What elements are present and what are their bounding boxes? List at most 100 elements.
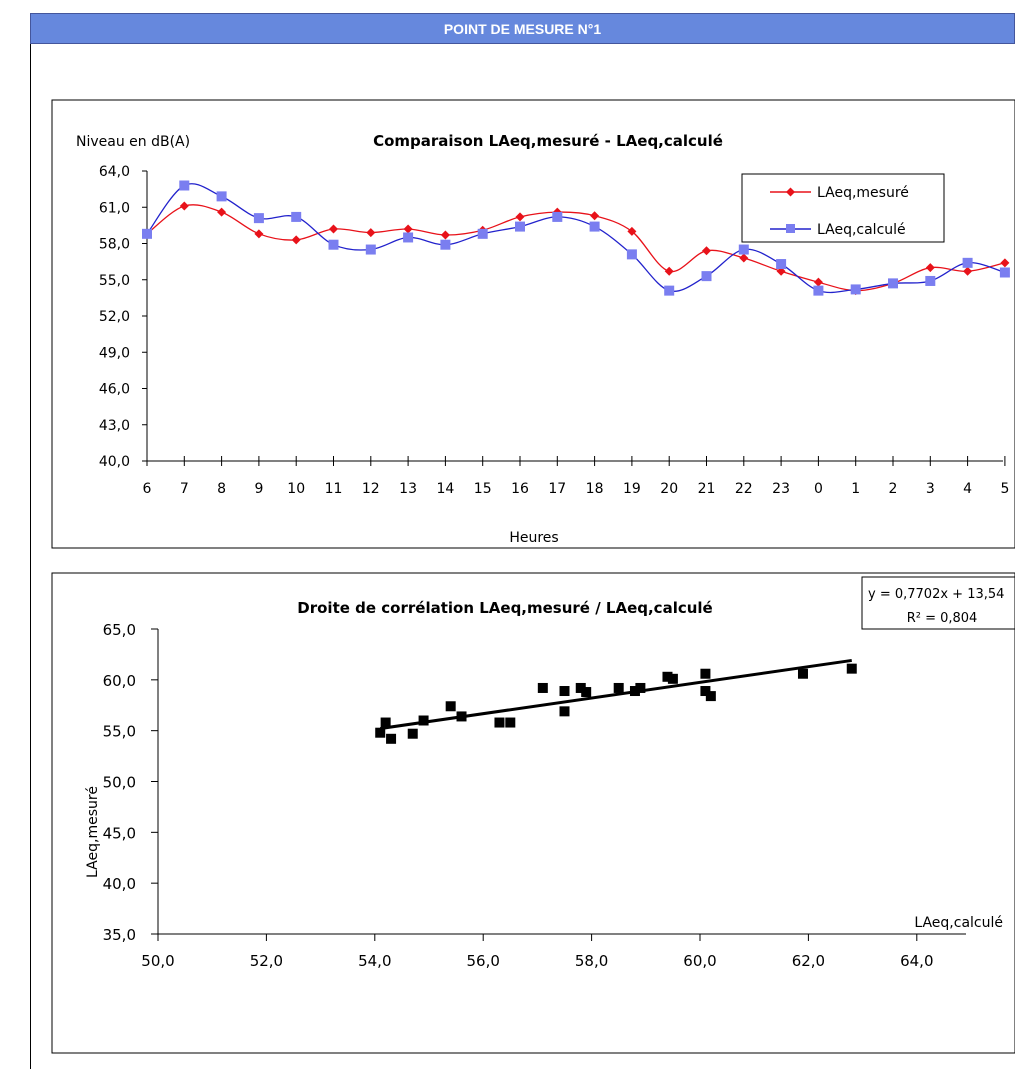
line-chart-x-tick-label: 14: [436, 481, 454, 497]
line-chart-x-tick-label: 12: [362, 481, 380, 497]
data-point-measured: [291, 235, 301, 245]
data-point-measured: [329, 224, 338, 234]
scatter-point: [407, 728, 418, 739]
line-chart-x-tick-label: 7: [180, 481, 189, 497]
line-chart-frame: [51, 99, 1015, 549]
scatter-point: [445, 701, 456, 712]
data-point-calculated: [888, 278, 898, 289]
line-chart-x-tick-label: 3: [926, 481, 935, 497]
data-point-calculated: [999, 267, 1010, 278]
line-chart-x-tick-label: 23: [772, 481, 790, 497]
scatter-x-tick-label: 64,0: [900, 952, 933, 970]
line-chart-ylabel: Niveau en dB(A): [76, 134, 190, 150]
line-chart-title: Comparaison LAeq,mesuré - LAeq,calculé: [373, 132, 723, 150]
scatter-point: [386, 733, 397, 744]
data-point-calculated: [142, 228, 152, 239]
scatter-y-tick-label: 45,0: [103, 824, 136, 842]
line-chart-y-tick-label: 64,0: [99, 164, 130, 180]
data-point-calculated: [626, 249, 637, 260]
data-point-measured: [702, 246, 711, 256]
line-chart-x-tick-label: 20: [660, 481, 678, 497]
line-chart-x-tick-label: 0: [814, 481, 823, 497]
line-chart-x-tick-label: 11: [325, 481, 343, 497]
scatter-point: [537, 682, 548, 693]
data-point-calculated: [216, 191, 227, 202]
line-chart-x-tick-label: 15: [474, 481, 492, 497]
scatter-point: [505, 717, 516, 728]
data-point-measured: [179, 201, 189, 211]
scatter-y-tick-label: 60,0: [103, 672, 136, 690]
scatter-chart: Droite de corrélation LAeq,mesuré / LAeq…: [85, 576, 1015, 970]
line-chart-x-tick-label: 6: [143, 481, 152, 497]
line-chart-y-tick-label: 40,0: [99, 454, 130, 470]
line-chart-legend: [741, 173, 945, 243]
scatter-point: [581, 687, 592, 698]
data-point-calculated: [253, 213, 264, 224]
data-point-calculated: [440, 239, 451, 250]
data-point-measured: [590, 211, 600, 221]
scatter-point: [662, 671, 673, 682]
data-point-measured: [925, 263, 935, 273]
scatter-point: [705, 691, 716, 702]
data-point-calculated: [365, 244, 376, 255]
line-chart-x-tick-label: 21: [698, 481, 716, 497]
data-point-calculated: [291, 211, 302, 222]
data-point-measured: [963, 266, 973, 276]
line-chart-x-tick-label: 2: [889, 481, 898, 497]
scatter-chart-title: Droite de corrélation LAeq,mesuré / LAeq…: [297, 599, 712, 617]
data-point-calculated: [962, 257, 973, 268]
line-chart-x-tick-label: 16: [511, 481, 529, 497]
legend-marker-measured: [786, 187, 795, 197]
scatter-point: [375, 727, 386, 738]
scatter-point: [635, 682, 646, 693]
data-point-calculated: [515, 221, 525, 232]
scatter-point: [575, 682, 586, 693]
data-point-calculated: [477, 228, 488, 239]
line-chart-y-tick-label: 49,0: [99, 345, 130, 361]
scatter-chart-frame: [51, 572, 1015, 1054]
scatter-x-tick-label: 54,0: [358, 952, 391, 970]
line-chart-y-tick-label: 46,0: [99, 382, 130, 398]
line-chart-x-tick-label: 13: [399, 481, 417, 497]
line-chart-x-tick-label: 17: [548, 481, 566, 497]
section-title: POINT DE MESURE N°1: [443, 20, 602, 37]
scatter-y-tick-label: 40,0: [103, 875, 136, 893]
line-chart-x-tick-label: 1: [851, 481, 860, 497]
scatter-chart-ylabel: LAeq,mesuré: [85, 786, 101, 878]
data-point-calculated: [813, 285, 824, 296]
scatter-point: [559, 706, 570, 717]
scatter-point: [613, 682, 624, 693]
data-point-calculated: [850, 284, 861, 295]
data-point-calculated: [552, 211, 563, 222]
line-chart-y-tick-label: 61,0: [99, 200, 130, 216]
scatter-chart-xlabel: LAeq,calculé: [914, 915, 1003, 931]
data-point-calculated: [776, 259, 787, 270]
data-point-calculated: [179, 180, 190, 191]
line-chart-x-tick-label: 19: [623, 481, 641, 497]
line-chart-x-tick-label: 5: [1000, 481, 1009, 497]
scatter-point: [667, 673, 678, 684]
section-header: POINT DE MESURE N°1: [30, 13, 1015, 44]
scatter-y-tick-label: 55,0: [103, 723, 136, 741]
data-point-measured: [366, 228, 376, 238]
data-point-calculated: [738, 244, 749, 255]
scatter-point: [629, 686, 640, 697]
data-point-measured: [627, 226, 637, 236]
data-point-measured: [254, 229, 264, 239]
regression-equation: y = 0,7702x + 13,54: [868, 587, 1004, 602]
line-chart-y-tick-label: 55,0: [99, 273, 130, 289]
data-point-measured: [664, 266, 674, 276]
legend-label-calculated: LAeq,calculé: [817, 222, 906, 238]
data-point-measured: [403, 224, 413, 234]
scatter-point: [456, 711, 467, 722]
data-point-measured: [440, 230, 450, 240]
scatter-point: [700, 686, 711, 697]
line-chart-x-tick-label: 18: [586, 481, 604, 497]
scatter-x-tick-label: 50,0: [141, 952, 174, 970]
scatter-point: [846, 663, 857, 674]
data-point-calculated: [328, 239, 339, 250]
legend-marker-calculated: [786, 224, 795, 233]
scatter-x-tick-label: 62,0: [792, 952, 825, 970]
scatter-point: [494, 717, 505, 728]
